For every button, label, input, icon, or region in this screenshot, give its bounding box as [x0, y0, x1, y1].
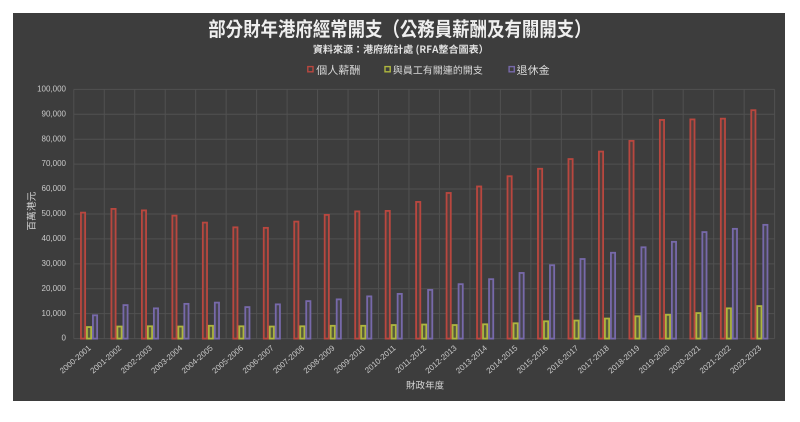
svg-text:20,000: 20,000	[42, 284, 67, 293]
svg-text:60,000: 60,000	[42, 184, 67, 193]
svg-text:30,000: 30,000	[42, 259, 67, 268]
svg-text:70,000: 70,000	[42, 159, 67, 168]
svg-text:0: 0	[62, 334, 67, 343]
svg-text:40,000: 40,000	[42, 234, 67, 243]
svg-text:10,000: 10,000	[42, 309, 67, 318]
svg-text:90,000: 90,000	[42, 109, 67, 118]
svg-text:80,000: 80,000	[42, 134, 67, 143]
svg-text:100,000: 100,000	[37, 84, 66, 93]
svg-text:50,000: 50,000	[42, 209, 67, 218]
